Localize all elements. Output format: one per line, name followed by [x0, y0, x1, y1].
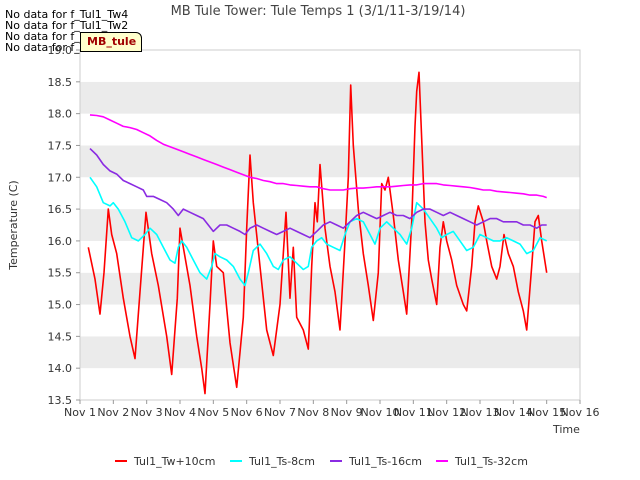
y-tick-label: 16.5: [48, 203, 73, 216]
x-tick-label: Nov 3: [131, 406, 163, 419]
y-axis-label: Temperature (C): [7, 180, 20, 270]
chart-background-bands: [80, 50, 580, 400]
chart-title: MB Tule Tower: Tule Temps 1 (3/1/11-3/19…: [171, 4, 466, 19]
x-tick-label: Nov 2: [97, 406, 129, 419]
y-tick-label: 13.5: [48, 394, 73, 407]
y-tick-label: 16.0: [48, 235, 73, 248]
grid-band: [80, 145, 580, 178]
no-data-message: No data for f_Tul1_Tw2: [5, 19, 129, 32]
y-tick-label: 15.0: [48, 299, 73, 312]
x-tick-label: Nov 6: [231, 406, 263, 419]
x-tick-label: Nov 16: [561, 406, 600, 419]
legend-label: Tul1_Tw+10cm: [133, 455, 215, 468]
x-tick-label: Nov 15: [527, 406, 566, 419]
y-tick-label: 18.5: [48, 76, 73, 89]
series-line: [89, 148, 547, 239]
x-tick-label: Nov 13: [461, 406, 500, 419]
grid-band: [80, 209, 580, 241]
y-axis: 13.5 14.0 14.5 15.0 15.5 16.0 16.5 17.0 17.5 18.0…: [48, 44, 80, 407]
x-tick-label: Nov 12: [427, 406, 466, 419]
grid-band: [80, 272, 580, 305]
grid-band: [80, 177, 580, 210]
x-tick-label: Nov 14: [494, 406, 533, 419]
no-data-message: No data for f_Tul1_Ts4: [5, 41, 125, 54]
grid-band: [80, 368, 580, 400]
chart-series: [87, 71, 548, 395]
x-tick-label: Nov 9: [331, 406, 363, 419]
y-tick-label: 14.5: [48, 330, 73, 343]
chart-legend: Tul1_Tw+10cm Tul1_Ts-8cm Tul1_Ts-16cm Tul1_…: [115, 455, 528, 468]
logo-label: MB_tule: [87, 35, 137, 48]
y-tick-label: 15.5: [48, 267, 73, 280]
y-tick-label: 14.0: [48, 362, 73, 375]
grid-band: [80, 113, 580, 146]
grid-band: [80, 304, 580, 337]
grid-band: [80, 50, 580, 82]
x-tick-label: Nov 8: [297, 406, 329, 419]
series-line: [89, 114, 547, 199]
series-line: [89, 176, 548, 287]
plot-area-frame: [79, 49, 581, 401]
logo-badge: MB_tule: [80, 32, 142, 52]
x-axis: Nov 1 Nov 2 Nov 3 Nov 4 Nov 5 Nov 6 Nov 7 Nov 8…: [64, 400, 599, 419]
y-tick-label: 18.0: [48, 108, 73, 121]
y-tick-label: 17.5: [48, 139, 73, 152]
legend-label: Tul1_Ts-16cm: [348, 455, 422, 468]
y-tick-label: 17.0: [48, 171, 73, 184]
x-tick-label: Nov 7: [264, 406, 296, 419]
grid-band: [80, 81, 580, 114]
legend-label: Tul1_Ts-8cm: [248, 455, 315, 468]
no-data-message: No data for f_Tul1_Ts2: [5, 30, 125, 43]
y-tick-label: 19.0: [48, 44, 73, 57]
x-tick-label: Nov 5: [197, 406, 229, 419]
grid-band: [80, 336, 580, 369]
x-tick-label: Nov 1: [64, 406, 96, 419]
legend-label: Tul1_Ts-32cm: [454, 455, 528, 468]
x-axis-label: Time: [553, 423, 580, 436]
no-data-message: No data for f_Tul1_Tw4: [5, 8, 129, 21]
x-tick-label: Nov 11: [394, 406, 433, 419]
series-line: [87, 71, 548, 395]
x-tick-label: Nov 10: [361, 406, 400, 419]
x-tick-label: Nov 4: [164, 406, 196, 419]
